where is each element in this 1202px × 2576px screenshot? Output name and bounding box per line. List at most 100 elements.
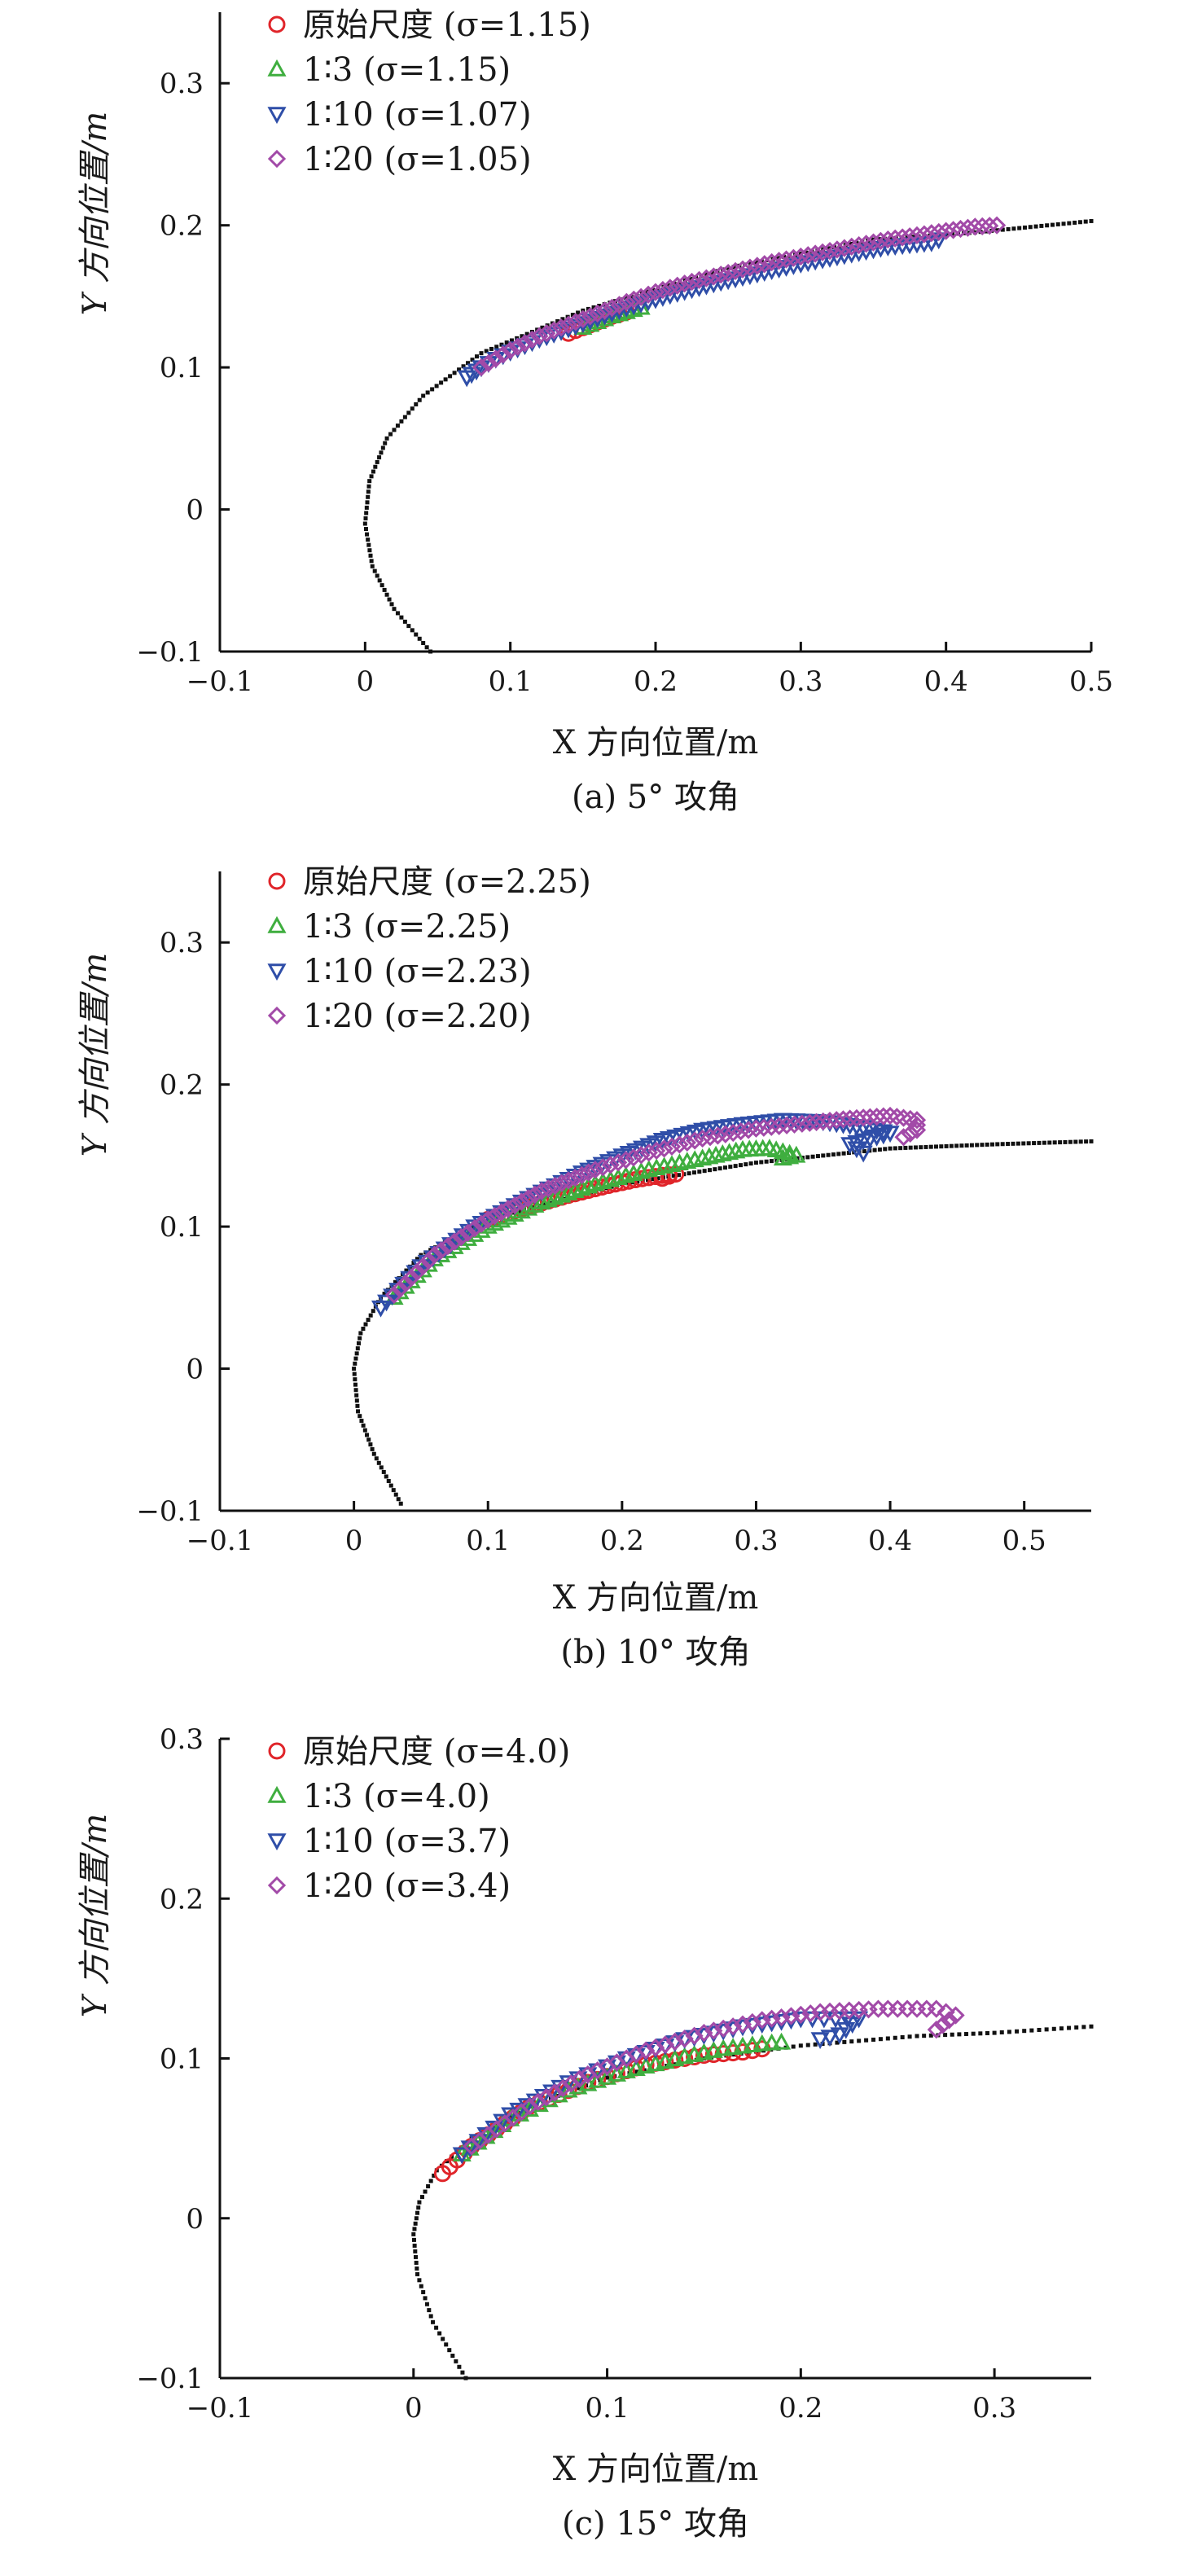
reference-curve — [362, 218, 1094, 654]
data-point — [586, 1161, 605, 1179]
reference-dot — [430, 387, 435, 392]
reference-dot — [454, 2359, 458, 2363]
legend-marker — [267, 1833, 287, 1851]
reference-dot — [989, 1142, 994, 1147]
reference-dot — [905, 235, 910, 239]
data-point — [653, 280, 673, 300]
x-tick-label: 0.3 — [734, 1525, 778, 1557]
legend-marker — [267, 963, 287, 981]
data-point — [785, 1115, 804, 1134]
data-point — [879, 1999, 897, 2018]
reference-dot — [379, 450, 384, 455]
reference-curve — [411, 2024, 1094, 2381]
data-point — [570, 2069, 589, 2088]
data-point — [494, 345, 512, 364]
reference-dot — [415, 1257, 419, 1262]
y-tick-label: 0.1 — [160, 352, 204, 384]
data-point — [538, 1190, 558, 1208]
data-point — [566, 1169, 585, 1187]
reference-dot — [387, 597, 392, 602]
data-point — [559, 1183, 578, 1200]
data-point — [465, 1219, 484, 1238]
reference-dot — [753, 260, 758, 265]
data-marks — [362, 216, 1094, 654]
data-point — [601, 1156, 620, 1174]
reference-dot — [355, 1403, 360, 1408]
data-point — [662, 1137, 682, 1156]
tick-labels: −0.1 0 0.1 0.2 0.3 0.4 0.5 −0.1 0 0.1 0.2 0.3 — [136, 68, 1113, 698]
legend-label: 原始尺度 (σ=1.15) — [303, 7, 591, 44]
reference-dot — [384, 436, 389, 441]
data-point — [485, 1206, 504, 1226]
reference-dot — [1081, 2025, 1086, 2030]
data-point — [632, 287, 651, 306]
reference-dot — [470, 358, 475, 362]
data-point — [396, 1274, 415, 1293]
reference-dot — [885, 2036, 890, 2041]
reference-dot — [570, 313, 575, 318]
reference-dot — [364, 505, 369, 510]
reference-dot — [826, 1152, 831, 1157]
x-tick-label: 0.5 — [1069, 665, 1113, 698]
reference-dot — [414, 632, 419, 637]
reference-dot — [359, 1419, 364, 1424]
reference-dot — [898, 1146, 903, 1151]
reference-dot — [354, 1351, 359, 1356]
reference-dot — [1073, 1139, 1078, 1144]
data-point — [594, 1158, 612, 1177]
data-point — [713, 1144, 732, 1161]
reference-dot — [702, 1169, 707, 1174]
data-point — [682, 272, 701, 292]
reference-dot — [1078, 1139, 1083, 1144]
reference-dot — [356, 1409, 361, 1414]
data-point — [874, 1124, 893, 1142]
reference-dot — [835, 2040, 840, 2045]
reference-dot — [1016, 1141, 1020, 1146]
reference-dot — [1047, 1140, 1052, 1145]
reference-dot — [1059, 2026, 1064, 2031]
data-point — [685, 2026, 704, 2045]
reference-dot — [915, 2034, 919, 2038]
reference-dot — [461, 364, 466, 369]
data-point — [723, 2038, 743, 2055]
reference-dot — [427, 2308, 432, 2313]
reference-dot — [460, 2370, 465, 2375]
x-tick-label: 0.1 — [489, 665, 533, 698]
reference-dot — [995, 228, 1000, 233]
data-point — [519, 1189, 537, 1208]
data-point — [814, 1112, 832, 1131]
reference-dot — [900, 2034, 905, 2039]
reference-dot — [414, 2260, 419, 2265]
reference-dot — [366, 538, 371, 542]
reference-dot — [384, 592, 389, 597]
reference-dot — [353, 1356, 358, 1361]
reference-dot — [424, 2302, 429, 2306]
reference-dot — [417, 636, 422, 641]
reference-dot — [439, 380, 444, 385]
data-point — [731, 1122, 750, 1141]
data-point — [552, 1185, 572, 1203]
axes — [218, 871, 1091, 1512]
legend-marker — [267, 59, 287, 77]
reference-dot — [969, 1143, 974, 1148]
data-point — [706, 1145, 726, 1163]
data-point — [927, 2021, 945, 2039]
reference-dot — [815, 1154, 820, 1159]
data-point — [888, 1999, 907, 2018]
x-tick-label: 0.1 — [586, 2392, 630, 2425]
reference-dot — [713, 1167, 717, 1172]
axes — [218, 1737, 1091, 2380]
panel-c: −0.1 0 0.1 0.2 0.3 −0.1 0 0.1 0.2 0.3 Y 方向位置/m X … — [77, 1723, 1094, 2543]
reference-dot — [424, 645, 429, 650]
reference-dot — [978, 2031, 983, 2036]
reference-dot — [717, 1166, 722, 1171]
data-point — [917, 1999, 937, 2018]
reference-dot — [379, 583, 384, 588]
data-point — [545, 2083, 564, 2102]
data-point — [752, 2034, 772, 2052]
data-point — [523, 330, 542, 349]
reference-dot — [634, 2069, 639, 2074]
reference-dot — [1045, 223, 1050, 228]
data-point — [610, 296, 629, 314]
data-point — [646, 283, 665, 301]
